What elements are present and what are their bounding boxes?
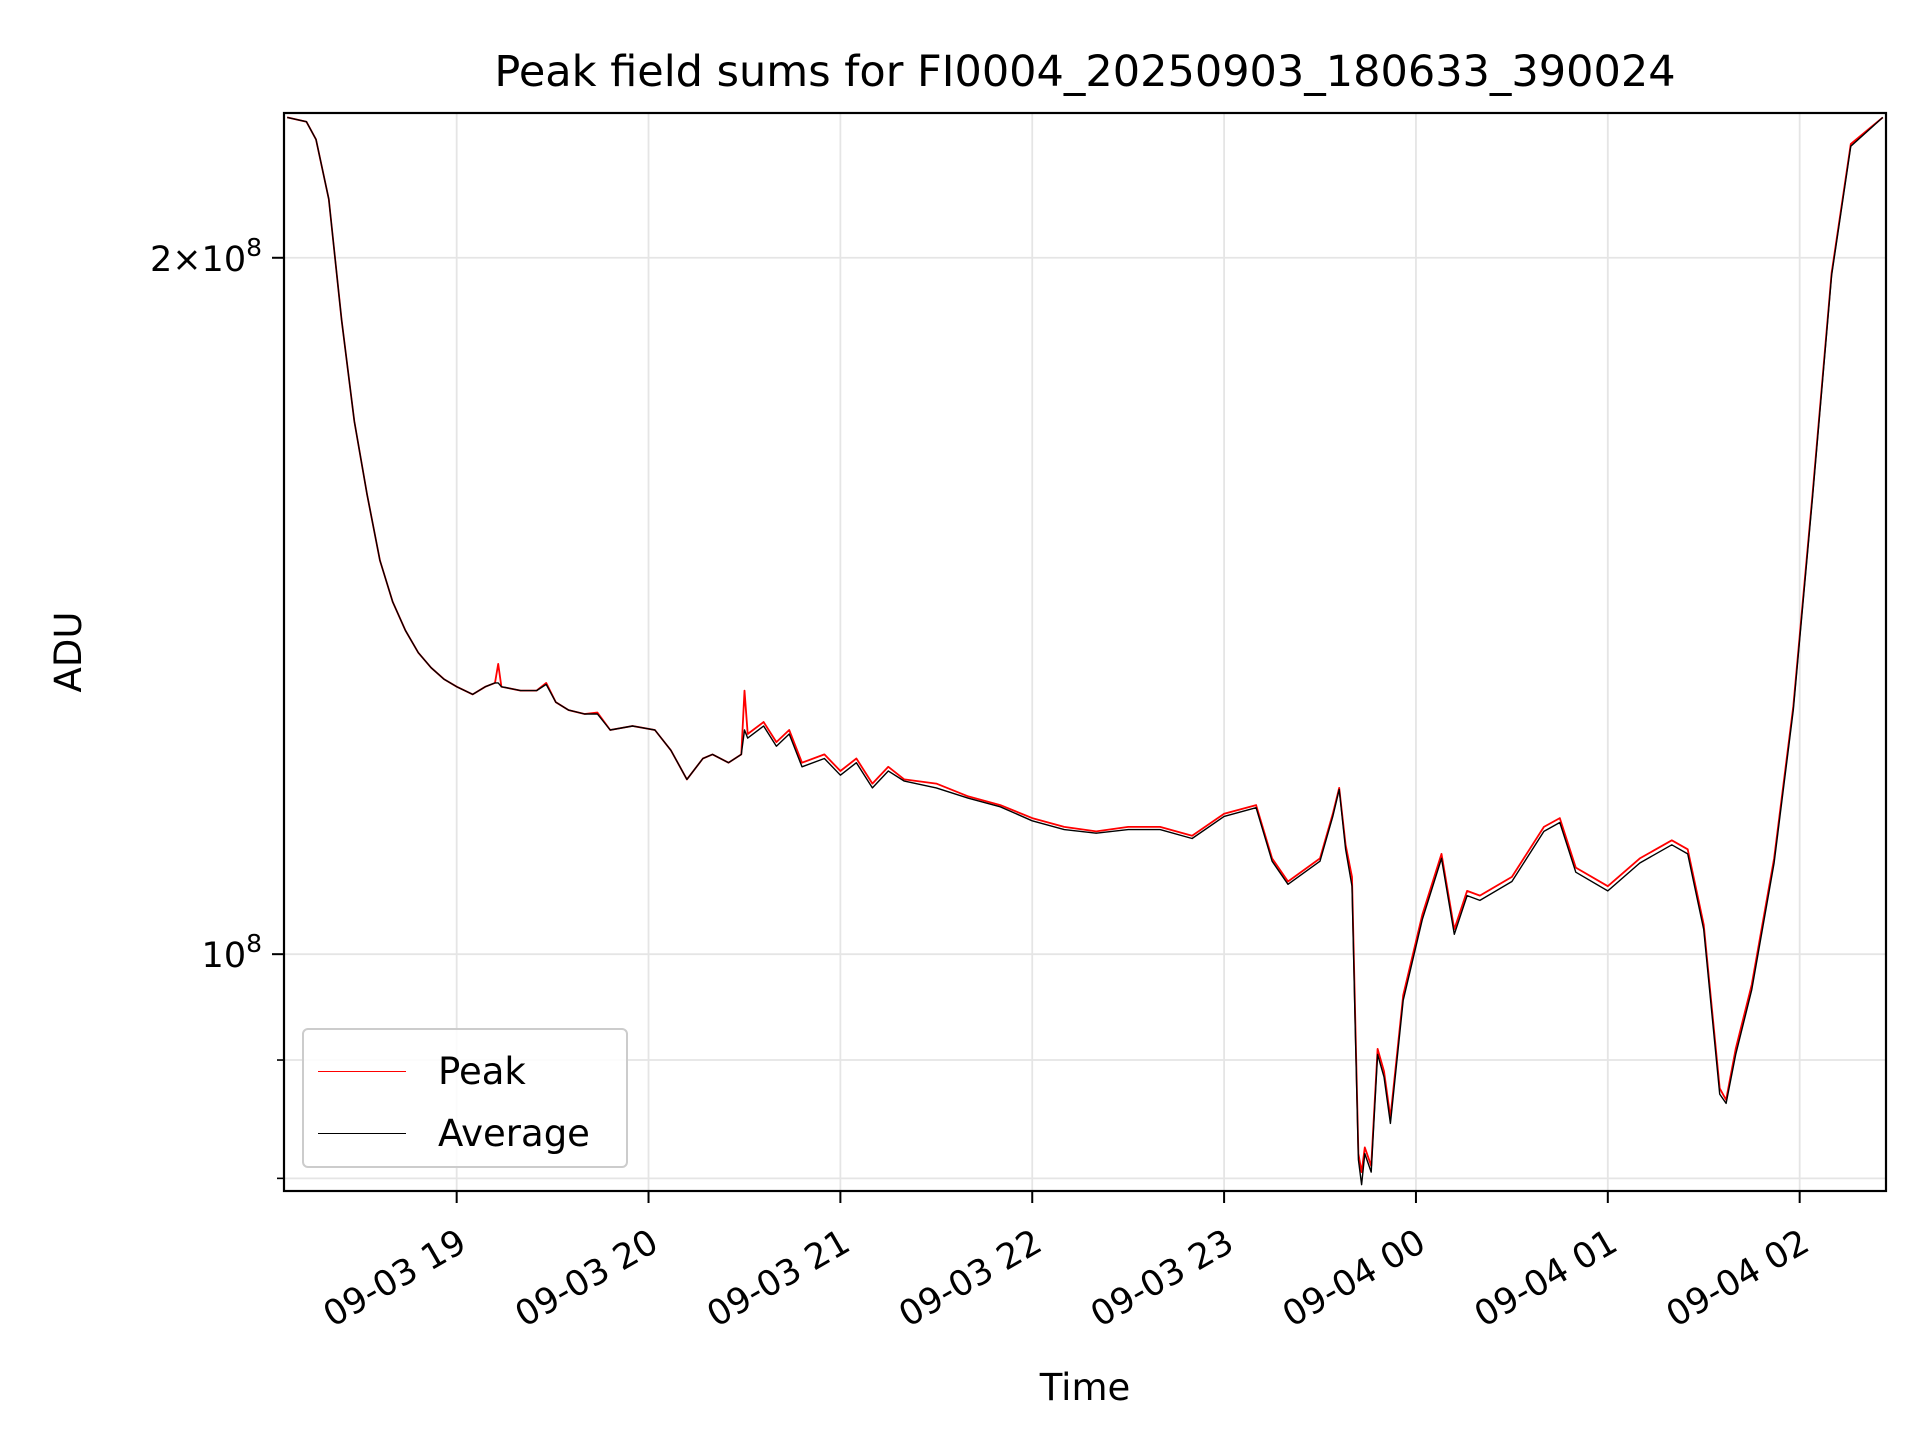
legend-label-peak: Peak	[438, 1049, 526, 1093]
y-axis-label: ADU	[47, 612, 90, 693]
series-line-average	[287, 116, 1884, 1186]
chart-title: Peak field sums for FI0004_20250903_1806…	[494, 47, 1675, 97]
plot-frame	[282, 111, 1888, 1193]
y-tick-label: 108	[202, 929, 262, 976]
y-tick-label: 2×108	[150, 233, 262, 280]
legend-swatch-average	[318, 1132, 406, 1134]
legend-item-average: Average	[318, 1108, 590, 1158]
x-axis-label: Time	[1039, 1366, 1131, 1409]
legend-item-peak: Peak	[318, 1046, 526, 1096]
series-lines	[287, 116, 1884, 1186]
legend: Peak Average	[302, 1028, 628, 1168]
series-line-peak	[287, 116, 1884, 1173]
legend-swatch-peak	[318, 1070, 406, 1072]
legend-label-average: Average	[438, 1111, 590, 1155]
